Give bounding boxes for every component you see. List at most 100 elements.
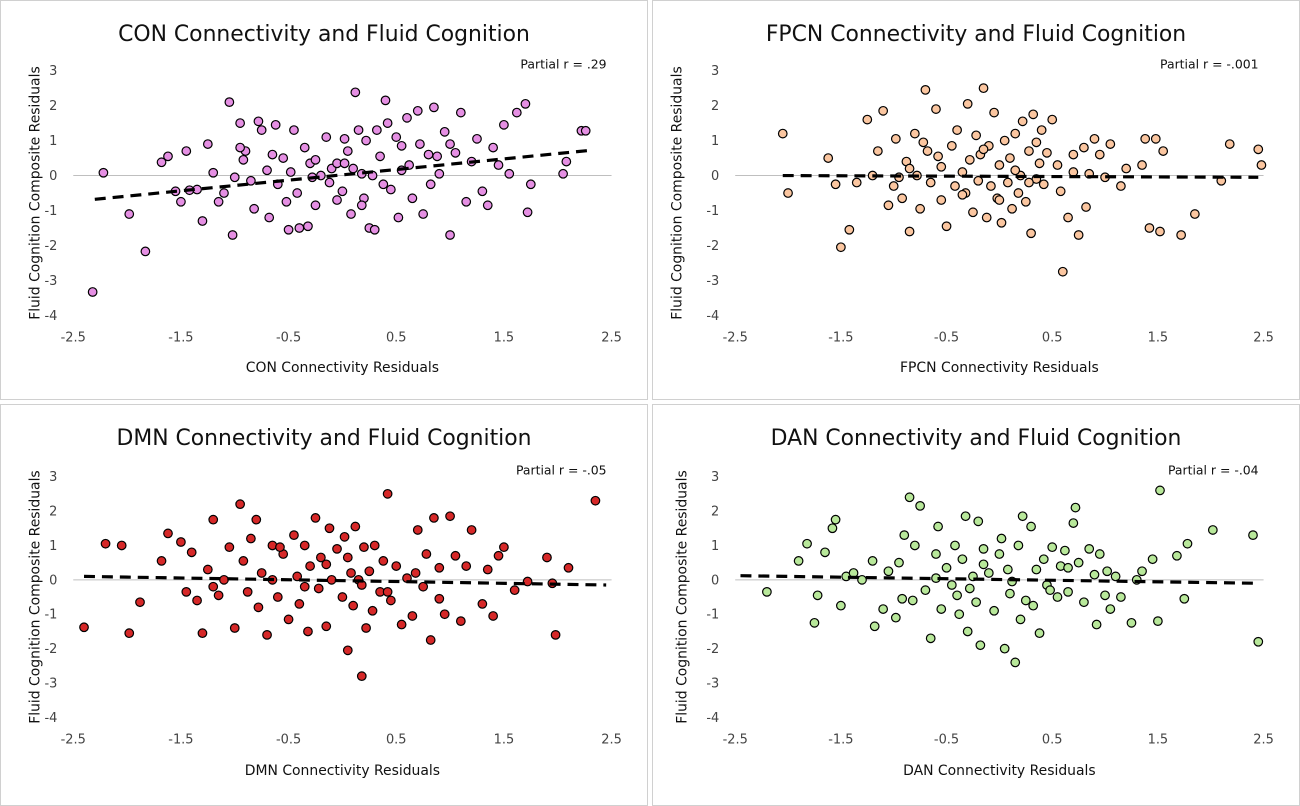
dan-data-point: [1182, 538, 1193, 549]
dan-data-point: [1147, 554, 1158, 565]
con-data-point: [434, 168, 445, 179]
dmn-data-point: [439, 609, 450, 620]
con-x-tick-label: -1.5: [168, 330, 193, 345]
con-data-point: [450, 147, 461, 158]
dan-data-point: [1253, 636, 1264, 647]
con-data-point: [253, 116, 264, 127]
dmn-data-point: [202, 564, 213, 575]
dan-data-point: [925, 633, 936, 644]
fpcn-data-point: [925, 177, 936, 188]
fpcn-data-point: [783, 188, 793, 198]
fpcn-data-point: [978, 83, 989, 94]
dmn-x-axis-label: DMN Connectivity Residuals: [245, 763, 440, 779]
fpcn-data-point: [904, 163, 915, 174]
dan-data-point: [762, 587, 772, 597]
dan-data-point: [1060, 545, 1070, 556]
dan-data-point: [812, 590, 823, 601]
con-data-point: [163, 151, 173, 162]
fpcn-data-point: [1034, 158, 1045, 169]
dan-data-point: [946, 580, 957, 590]
dan-y-tick-label: 1: [711, 539, 719, 554]
dan-data-point: [920, 585, 931, 596]
dmn-data-point: [563, 562, 574, 573]
fpcn-data-point: [933, 151, 943, 162]
dmn-data-point: [156, 556, 167, 566]
fpcn-data-point: [1253, 144, 1264, 155]
fpcn-data-point: [971, 130, 982, 141]
con-data-point: [525, 179, 536, 190]
dmn-data-point: [186, 547, 197, 558]
con-data-point: [429, 102, 439, 113]
con-data-point: [283, 224, 294, 235]
fpcn-data-point: [830, 179, 841, 190]
dmn-data-point: [163, 528, 173, 539]
fpcn-data-point: [1094, 149, 1105, 160]
dmn-data-point: [466, 525, 477, 535]
fpcn-data-point: [836, 242, 846, 253]
dmn-data-point: [321, 621, 332, 632]
dmn-data-point: [289, 530, 299, 540]
dan-data-point: [1084, 544, 1095, 554]
dmn-data-point: [299, 540, 310, 551]
fpcn-data-point: [1007, 203, 1017, 214]
dan-data-point: [950, 540, 960, 551]
con-x-tick-label: 0.5: [386, 330, 407, 345]
dmn-data-point: [337, 592, 348, 602]
con-data-point: [371, 125, 382, 135]
dan-data-point: [820, 547, 830, 558]
dmn-y-tick-label: -3: [44, 677, 57, 692]
fpcn-data-point: [981, 212, 992, 223]
dmn-data-point: [359, 542, 369, 553]
fpcn-data-point: [1026, 228, 1036, 239]
dan-trend-line: [740, 574, 1259, 585]
con-data-point: [98, 167, 109, 178]
dan-data-point: [1153, 616, 1163, 626]
dmn-data-point: [224, 542, 235, 553]
dmn-data-point: [342, 552, 353, 563]
dan-y-axis-label: Fluid Cognition Composite Residuals: [674, 470, 690, 723]
dmn-y-tick-label: -4: [44, 711, 57, 726]
dan-data-point: [1028, 600, 1039, 611]
con-data-point: [499, 119, 509, 130]
dmn-data-point: [522, 576, 533, 587]
con-data-point: [346, 209, 356, 219]
dan-data-point: [897, 593, 908, 604]
dmn-data-point: [176, 537, 186, 547]
dan-data-point: [1100, 590, 1110, 601]
fpcn-x-tick-label: 0.5: [1042, 330, 1063, 345]
dmn-data-point: [283, 614, 294, 625]
con-x-tick-label: -0.5: [276, 330, 301, 345]
fpcn-data-point: [1055, 186, 1066, 197]
dan-data-point: [971, 597, 982, 608]
fpcn-data-point: [1047, 114, 1058, 125]
dan-data-point: [890, 612, 901, 623]
con-data-point: [238, 154, 249, 165]
dmn-data-point: [499, 542, 509, 553]
con-data-point: [504, 168, 515, 179]
dmn-data-point: [509, 585, 520, 596]
con-data-point: [281, 196, 292, 207]
fpcn-data-point: [999, 135, 1010, 146]
dmn-data-point: [181, 587, 192, 597]
fpcn-y-tick-label: 3: [711, 64, 719, 79]
fpcn-data-point: [897, 193, 908, 204]
fpcn-data-point: [1105, 139, 1116, 149]
dan-data-point: [857, 574, 867, 585]
fpcn-data-point: [1017, 116, 1028, 127]
con-data-point: [393, 212, 404, 223]
dmn-data-point: [315, 552, 326, 563]
con-data-point: [339, 133, 350, 144]
con-data-point: [445, 139, 455, 149]
fpcn-data-point: [1121, 163, 1132, 174]
con-partial-r-annotation: Partial r = .29: [520, 57, 606, 72]
fpcn-y-tick-label: 2: [711, 99, 719, 114]
fpcn-data-point: [1256, 160, 1267, 170]
dmn-data-point: [197, 628, 208, 639]
fpcn-y-tick-label: 1: [711, 134, 719, 149]
fpcn-data-point: [872, 146, 883, 156]
dan-data-point: [907, 595, 918, 606]
fpcn-data-point: [952, 125, 962, 135]
con-data-point: [342, 146, 353, 156]
dan-data-point: [793, 556, 804, 566]
dmn-data-point: [342, 645, 353, 656]
